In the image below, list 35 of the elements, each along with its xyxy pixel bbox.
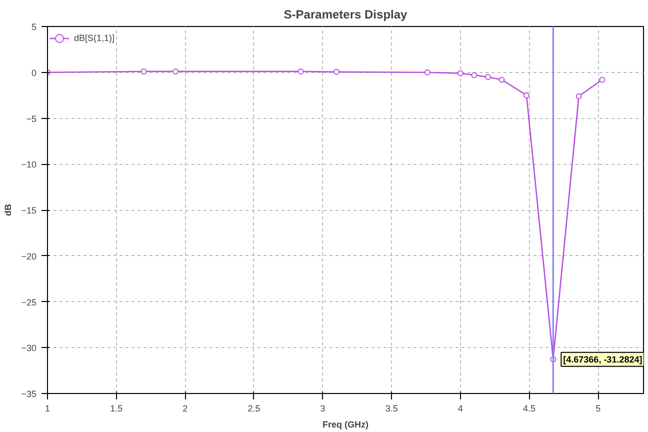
y-tick-label: 0 [31, 68, 37, 78]
point [576, 93, 582, 100]
y-tick-label: −30 [21, 343, 37, 354]
x-tick-label: 1 [44, 404, 50, 414]
x-tick-label: 3 [320, 404, 326, 414]
x-tick-label: 4 [458, 404, 463, 414]
point [484, 74, 491, 80]
y-axis-title: dB [3, 204, 14, 216]
point [498, 76, 505, 83]
chart-title: S-Parameters Display [284, 8, 408, 22]
point [457, 70, 464, 76]
annotation: [4.67366, -31.2824] [563, 354, 642, 364]
y-tick-label: −15 [21, 206, 37, 216]
x-tick-label: 2.5 [248, 404, 260, 414]
x-tick-label: 4.5 [523, 404, 536, 414]
point [599, 76, 606, 83]
y-tick-label: −25 [21, 297, 37, 308]
y-tick-label: 5 [31, 22, 37, 32]
point [140, 68, 147, 74]
point [172, 68, 179, 74]
y-tick-label: −5 [26, 114, 37, 124]
point [298, 68, 304, 74]
point [524, 92, 530, 98]
x-tick-label: 5 [596, 404, 601, 414]
x-tick-label: 1.5 [110, 404, 123, 414]
y-tick-label: −35 [21, 389, 37, 399]
point [334, 68, 340, 75]
y-tick-label: −20 [21, 251, 37, 262]
legend-label: dB[S(1,1)] [74, 33, 115, 43]
x-tick-label: 2 [182, 404, 188, 414]
x-axis-title: Freq (GHz) [322, 420, 368, 430]
y-tick-label: −10 [21, 160, 37, 170]
x-tick-label: 3.5 [385, 404, 398, 414]
point [471, 72, 478, 78]
point [424, 69, 430, 76]
